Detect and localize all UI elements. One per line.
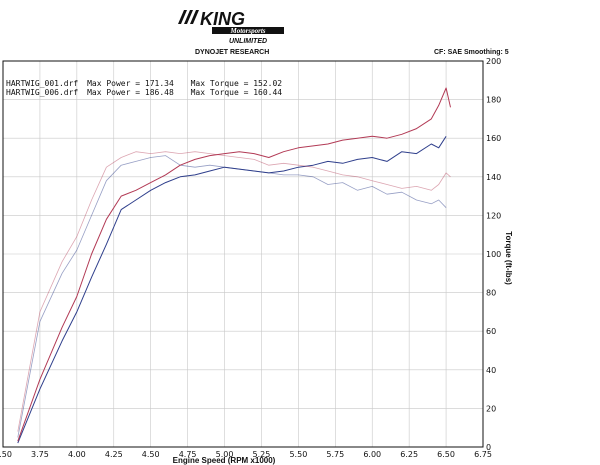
plot-frame (2, 60, 484, 448)
x-tick-11: 6.25 (400, 450, 418, 459)
x-tick-5: 4.75 (179, 450, 197, 459)
y-tick-1: 20 (486, 404, 496, 413)
y-tick-4: 80 (486, 289, 496, 298)
series-line-1 (17, 136, 447, 444)
x-tick-labels: 3.50 3.75 4.00 4.25 4.50 4.75 5.00 5.25 5.50 5.75… (0, 450, 492, 459)
x-tick-13: 6.75 (474, 450, 492, 459)
y-tick-8: 160 (486, 134, 501, 143)
x-axis-label: Engine Speed (RPM x1000) (173, 456, 276, 465)
y-tick-labels: 0 20 40 60 80 100 120 140 160 180 200 (486, 57, 501, 452)
x-tick-4: 4.50 (142, 450, 160, 459)
y-axis-label: Torque (ft-lbs) (504, 231, 513, 285)
chart-grid (2, 60, 484, 448)
run-info: CF: SAE Smoothing: 5 (434, 49, 509, 56)
legend-torque-1: Max Torque = 152.02 (191, 79, 283, 88)
logo-stripes-icon (178, 10, 199, 24)
x-tick-1: 3.75 (31, 450, 49, 459)
y-tick-3: 60 (486, 327, 496, 336)
legend-entry-2: HARTWIG_006.drf Max Power = 186.48 Max T… (6, 88, 282, 97)
logo-sub: UNLIMITED (229, 38, 267, 45)
y-tick-5: 100 (486, 250, 501, 259)
legend-torque-2: Max Torque = 160.44 (191, 88, 283, 97)
series-line-2 (17, 155, 447, 438)
x-tick-8: 5.50 (289, 450, 307, 459)
x-tick-2: 4.00 (68, 450, 86, 459)
x-tick-6: 5.00 (216, 450, 234, 459)
series-line-3 (17, 87, 451, 442)
y-tick-7: 140 (486, 173, 501, 182)
legend-power-2: Max Power = 186.48 (87, 88, 174, 97)
x-tick-12: 6.50 (437, 450, 455, 459)
y-tick-2: 40 (486, 366, 496, 375)
king-motorsports-logo: KING Motorsports UNLIMITED (178, 9, 284, 45)
x-tick-3: 4.25 (105, 450, 123, 459)
x-tick-9: 5.75 (326, 450, 344, 459)
legend-entry-1: HARTWIG_001.drf Max Power = 171.34 Max T… (6, 79, 282, 88)
series-line-4 (17, 151, 451, 432)
legend-file-2: HARTWIG_006.drf (6, 88, 78, 97)
y-tick-6: 120 (486, 211, 501, 220)
legend: HARTWIG_001.drf Max Power = 171.34 Max T… (6, 79, 282, 97)
x-tick-0: 3.50 (0, 450, 12, 459)
y-tick-9: 180 (486, 96, 501, 105)
y-tick-10: 200 (486, 57, 501, 66)
legend-file-1: HARTWIG_001.drf (6, 79, 78, 88)
logo-brand: KING (200, 9, 245, 29)
logo-script: Motorsports (229, 27, 265, 35)
chart-series (17, 87, 451, 444)
dyno-subtitle: DYNOJET RESEARCH (195, 49, 270, 56)
y-tick-0: 0 (486, 443, 491, 452)
x-tick-7: 5.25 (253, 450, 271, 459)
x-tick-10: 6.00 (363, 450, 381, 459)
legend-power-1: Max Power = 171.34 (87, 79, 174, 88)
